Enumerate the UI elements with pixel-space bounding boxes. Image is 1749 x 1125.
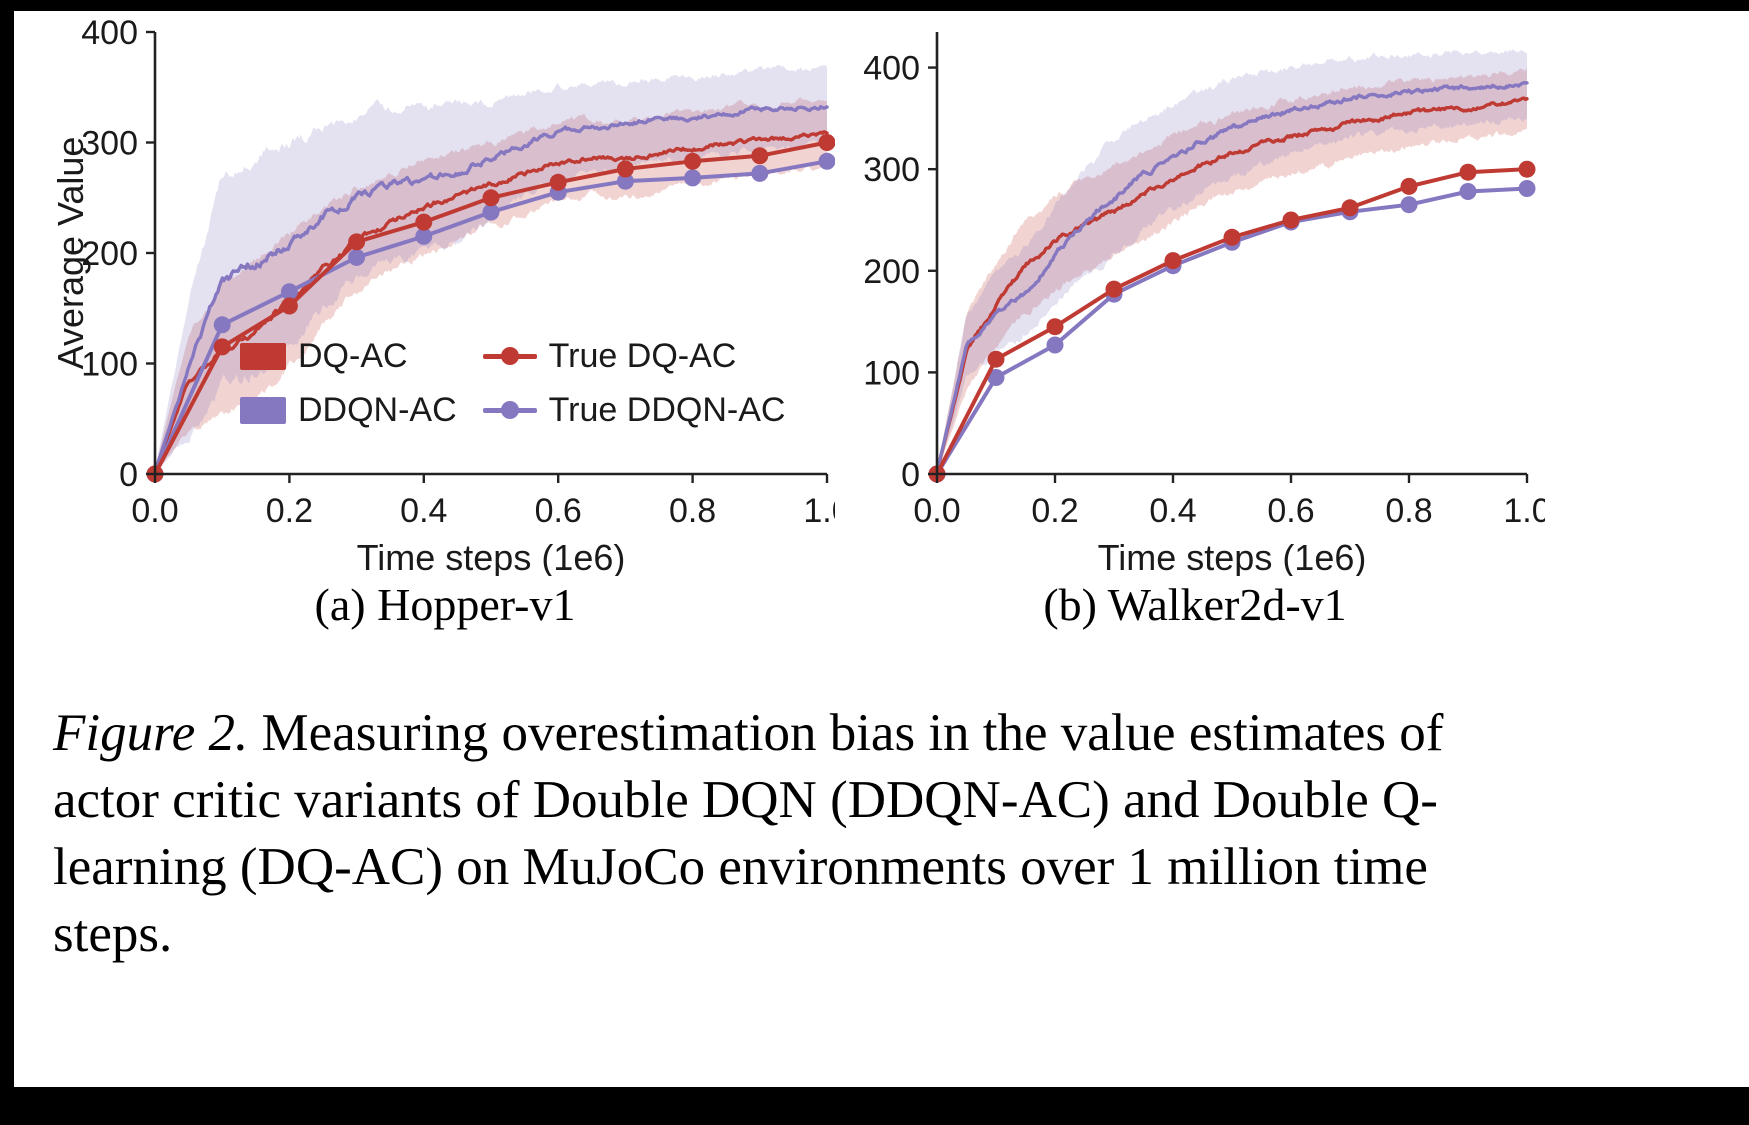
true-ddqn-ac-point: [818, 152, 836, 170]
x-tick-label: 0.4: [400, 492, 447, 530]
y-tick-label: 200: [863, 253, 920, 291]
x-axis-label: Time steps (1e6): [1098, 537, 1367, 576]
true-dq-ac-point: [616, 160, 634, 178]
caption-line-1: Figure 2. Measuring overestimation bias …: [53, 700, 1723, 767]
top-border-bar: [0, 0, 1749, 11]
true-dq-ac-point: [213, 338, 231, 356]
true-ddqn-ac-point: [280, 283, 298, 301]
true-dq-ac-point: [818, 134, 836, 151]
legend-item-ddqn-ac: DDQN-AC: [240, 388, 457, 432]
true-dq-ac-point: [415, 213, 433, 231]
legend-item-true-ddqn-ac: True DDQN-AC: [482, 388, 786, 432]
x-tick-label: 0.2: [1031, 492, 1078, 530]
y-tick-label: 300: [863, 151, 920, 189]
dq-ac-band: [155, 97, 827, 474]
true-dq-ac-point: [987, 350, 1005, 368]
true-ddqn-ac-point: [213, 316, 231, 334]
x-tick-label: 0.4: [1149, 492, 1196, 530]
x-tick-label: 0.0: [913, 492, 960, 530]
true-dq-ac-point: [751, 147, 769, 165]
caption-line-2: actor critic variants of Double DQN (DDQ…: [53, 771, 1438, 829]
true-dq-ac-point: [1459, 163, 1477, 181]
x-tick-label: 0.8: [1385, 492, 1432, 530]
y-tick-label: 0: [901, 456, 920, 494]
legend-item-dq-ac: DQ-AC: [240, 334, 457, 378]
true-ddqn-ac-point: [1046, 336, 1064, 354]
true-dq-ac-marker-icon: [482, 341, 537, 371]
true-dq-ac-point: [1046, 318, 1064, 336]
true-ddqn-ac-point: [616, 172, 634, 190]
caption-line-4: steps.: [53, 905, 173, 963]
true-ddqn-ac-point: [348, 248, 366, 266]
walker-chart: 0.0 0.2 0.4 0.6 0.8 1.0 0 100 200 300 400 Time step…: [845, 14, 1551, 578]
true-ddqn-ac-marker-icon: [482, 395, 537, 425]
dq-ac-line: [935, 96, 1529, 474]
x-tick-label: 0.6: [535, 492, 582, 530]
subcaption-walker: (b) Walker2d-v1: [1043, 579, 1347, 630]
ddqn-ac-line: [153, 104, 829, 474]
bottom-border-bar: [0, 1087, 1749, 1125]
ddqn-ac-band: [155, 64, 827, 475]
x-tick-label: 0.0: [131, 492, 178, 530]
legend-label-ddqn-ac: DDQN-AC: [298, 390, 457, 429]
legend: DQ-AC DDQN-AC True DQ-AC True DDQN-AC: [240, 334, 785, 432]
dq-ac-band-swatch-icon: [240, 342, 286, 370]
y-tick-label: 100: [863, 354, 920, 392]
ddqn-ac-line: [935, 80, 1529, 474]
true-dq-ac-point: [1400, 177, 1418, 195]
true-dq-ac-point: [549, 173, 567, 191]
true-dq-ac-point: [1223, 228, 1241, 246]
true-ddqn-ac-point: [415, 227, 433, 245]
x-axis-label: Time steps (1e6): [357, 537, 626, 576]
x-tick-label: 0.8: [669, 492, 716, 530]
figure-caption: Figure 2. Measuring overestimation bias …: [53, 700, 1723, 968]
true-ddqn-ac-point: [684, 169, 702, 187]
true-ddqn-ac-point: [1459, 183, 1477, 200]
true-ddqn-ac-point: [1400, 196, 1418, 214]
hopper-plot: 0.0 0.2 0.4 0.6 0.8 1.0 0 100 200 300 400 Time step…: [50, 14, 851, 578]
y-tick-label: 100: [81, 346, 138, 384]
y-tick-label: 400: [81, 14, 138, 52]
y-axis-label: Average Value: [55, 137, 91, 370]
true-ddqn-ac-point: [482, 203, 500, 221]
true-ddqn-ac-point: [751, 164, 769, 182]
legend-label-true-ddqn-ac: True DDQN-AC: [548, 390, 786, 429]
x-tick-label: 1.0: [803, 492, 835, 530]
true-dq-ac-point: [1164, 252, 1182, 270]
left-border-bar: [0, 0, 14, 1125]
ddqn-ac-band: [937, 48, 1527, 475]
true-dq-ac-point: [1518, 160, 1536, 178]
caption-line-3: learning (DQ-AC) on MuJoCo environments …: [53, 838, 1428, 896]
legend-label-true-dq-ac: True DQ-AC: [548, 336, 737, 375]
true-dq-ac-point: [1105, 280, 1123, 298]
true-dq-ac-point: [684, 152, 702, 170]
true-ddqn-ac-point: [987, 369, 1005, 386]
true-dq-ac-point: [1341, 199, 1359, 217]
y-tick-label: 300: [81, 125, 138, 163]
true-dq-ac-point: [348, 233, 366, 251]
ddqn-ac-band-swatch-icon: [240, 396, 286, 424]
y-tick-label: 400: [863, 50, 920, 88]
x-tick-label: 1.0: [1503, 492, 1545, 530]
true-dq-ac-point: [482, 189, 500, 207]
hopper-chart: 0.0 0.2 0.4 0.6 0.8 1.0 0 100 200 300 400 Time step…: [50, 14, 851, 578]
y-tick-label: 200: [81, 235, 138, 273]
x-tick-label: 0.6: [1267, 492, 1314, 530]
legend-item-true-dq-ac: True DQ-AC: [482, 334, 786, 378]
figure-label: Figure 2.: [53, 704, 249, 762]
true-dq-ac-point: [280, 297, 298, 315]
x-tick-label: 0.2: [266, 492, 313, 530]
true-dq-ac-point: [1282, 211, 1300, 229]
legend-label-dq-ac: DQ-AC: [298, 336, 408, 375]
true-ddqn-ac-point: [1518, 180, 1536, 197]
subcaption-hopper: (a) Hopper-v1: [314, 579, 576, 630]
walker-plot: 0.0 0.2 0.4 0.6 0.8 1.0 0 100 200 300 400 Time step…: [863, 32, 1551, 578]
caption-text-1: Measuring overestimation bias in the val…: [261, 704, 1444, 762]
y-tick-label: 0: [119, 456, 138, 494]
